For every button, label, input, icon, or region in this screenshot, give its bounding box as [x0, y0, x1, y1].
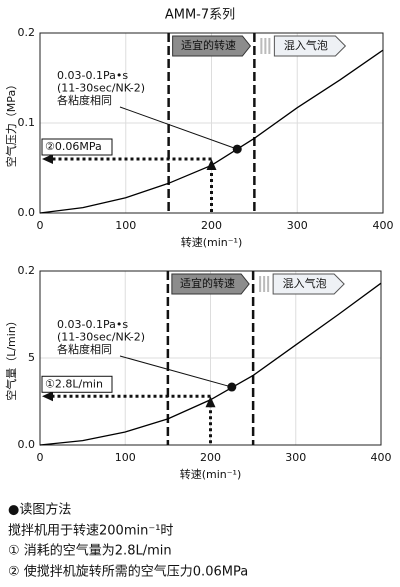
x-tick-label: 100 — [115, 451, 136, 464]
reading-box — [41, 375, 113, 393]
optimal-arrow — [171, 273, 250, 295]
viscosity-note: 各粘度相同 — [57, 93, 112, 107]
chart-title: AMM-7系列 — [165, 8, 235, 23]
hatch — [267, 276, 270, 292]
x-tick-label: 0 — [37, 451, 44, 464]
viscosity-note: 0.03-0.1Pa•s — [57, 69, 128, 82]
reading-box — [41, 138, 113, 156]
arrow-head — [42, 154, 53, 164]
bubble-label: 混入气泡 — [284, 38, 328, 52]
x-tick-label: 0 — [37, 219, 44, 232]
hatch — [264, 38, 267, 54]
x-tick-label: 300 — [287, 219, 308, 232]
x-tick-label: 200 — [201, 219, 222, 232]
y-axis-label: 空气量（L/min） — [4, 315, 18, 401]
hatch — [268, 38, 271, 54]
viscosity-note: (11-30sec/NK-2) — [57, 331, 145, 344]
optimal-arrow — [172, 35, 252, 57]
operating-point — [227, 382, 237, 392]
x-tick-label: 300 — [285, 451, 306, 464]
notes-line: 搅拌机用于转速200min⁻¹时 — [8, 523, 173, 539]
y-tick-label: 0.0 — [18, 206, 36, 219]
y-tick-label: 0.0 — [18, 438, 36, 451]
x-tick-label: 400 — [373, 219, 394, 232]
hatch — [260, 38, 263, 54]
reading-label: ①2.8L/min — [45, 377, 103, 390]
y-tick-label: 0.1 — [18, 116, 36, 129]
x-tick-label: 200 — [200, 451, 221, 464]
notes-line: ① 消耗的空气量为2.8L/min — [8, 543, 172, 559]
viscosity-note: (11-30sec/NK-2) — [57, 82, 145, 95]
y-tick-label: 0.2 — [18, 264, 36, 277]
optimal-label: 适宜的转速 — [181, 38, 236, 52]
arrow-head — [206, 159, 217, 170]
y-tick-label: 5 — [28, 351, 35, 364]
bubble-arrow — [272, 273, 345, 295]
leader-line — [119, 106, 238, 150]
bubble-arrow — [273, 35, 347, 57]
notes-line: ② 使搅拌机旋转所需的空气压力0.06MPa — [8, 564, 248, 580]
optimal-label: 适宜的转速 — [180, 276, 235, 290]
x-tick-label: 100 — [115, 219, 136, 232]
hatch — [263, 276, 266, 292]
viscosity-note: 各粘度相同 — [57, 342, 112, 356]
plot-frame — [39, 32, 384, 214]
operating-point — [232, 144, 242, 154]
x-tick-label: 400 — [371, 451, 392, 464]
y-tick-label: 0.2 — [18, 26, 36, 39]
arrow-head — [205, 396, 216, 408]
plot-frame — [39, 270, 382, 446]
leader-line — [119, 355, 232, 388]
x-axis-label: 转速(min⁻¹) — [181, 235, 243, 249]
arrow-head — [42, 391, 53, 402]
hatch — [259, 276, 262, 292]
notes-heading: ●读图方法 — [8, 502, 71, 518]
bubble-label: 混入气泡 — [283, 276, 327, 290]
y-axis-label: 空气压力（MPa） — [4, 79, 18, 167]
reading-label: ②0.06MPa — [45, 140, 102, 153]
viscosity-note: 0.03-0.1Pa•s — [57, 318, 128, 331]
x-axis-label: 转速(min⁻¹) — [180, 467, 242, 481]
